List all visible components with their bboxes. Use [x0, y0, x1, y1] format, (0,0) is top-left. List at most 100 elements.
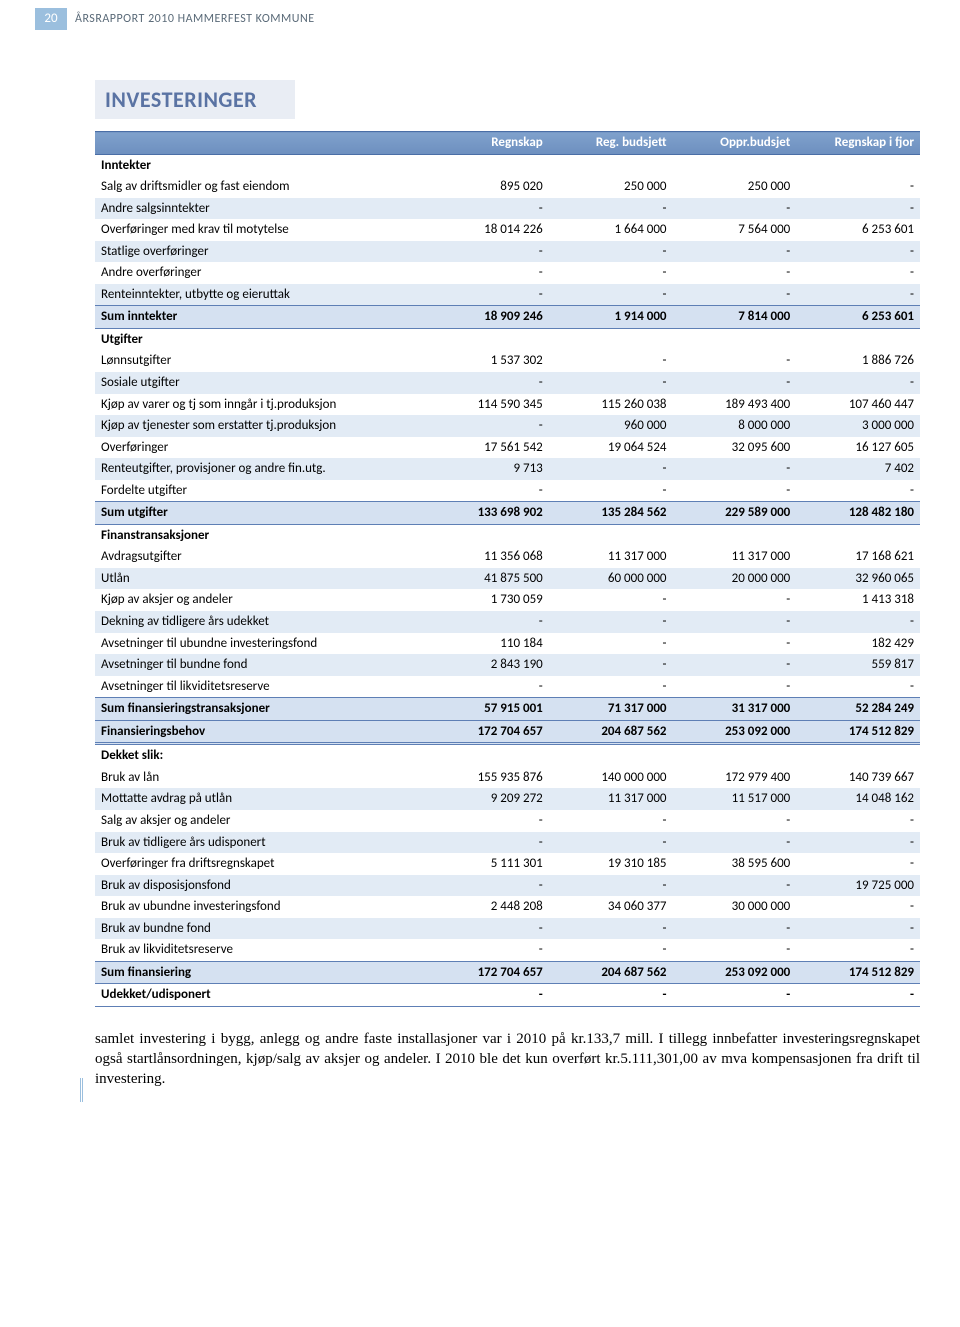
- row-value: -: [673, 480, 797, 502]
- row-value: 140 000 000: [549, 767, 673, 789]
- row-value: 172 704 657: [425, 720, 549, 744]
- row-value: 155 935 876: [425, 767, 549, 789]
- row-value: 1 664 000: [549, 219, 673, 241]
- row-label: Sosiale utgifter: [95, 372, 425, 394]
- row-value: 114 590 345: [425, 394, 549, 416]
- row-value: -: [425, 284, 549, 306]
- row-value: -: [796, 853, 920, 875]
- row-label: Finansieringsbehov: [95, 720, 425, 744]
- row-value: 559 817: [796, 654, 920, 676]
- row-value: 1 886 726: [796, 350, 920, 372]
- row-value: -: [673, 939, 797, 961]
- group-header-row: Dekket slik:: [95, 744, 920, 767]
- row-value: 9 209 272: [425, 788, 549, 810]
- row-label: Avsetninger til likviditetsreserve: [95, 676, 425, 698]
- row-value: 135 284 562: [549, 502, 673, 525]
- table-row: Overføringer fra driftsregnskapet5 111 3…: [95, 853, 920, 875]
- table-row: Kjøp av tjenester som erstatter tj.produ…: [95, 415, 920, 437]
- row-value: -: [425, 415, 549, 437]
- table-row: Bruk av bundne fond----: [95, 918, 920, 940]
- row-value: 250 000: [549, 176, 673, 198]
- row-value: -: [673, 832, 797, 854]
- row-value: 1 537 302: [425, 350, 549, 372]
- empty-cell: [673, 524, 797, 546]
- row-label: Bruk av disposisjonsfond: [95, 875, 425, 897]
- row-label: Utlån: [95, 568, 425, 590]
- table-row: Avsetninger til ubundne investeringsfond…: [95, 633, 920, 655]
- row-label: Avdragsutgifter: [95, 546, 425, 568]
- row-value: -: [425, 372, 549, 394]
- row-value: -: [425, 939, 549, 961]
- th-blank: [95, 132, 425, 155]
- row-label: Sum utgifter: [95, 502, 425, 525]
- row-value: -: [425, 241, 549, 263]
- th-reg-budsjett: Reg. budsjett: [549, 132, 673, 155]
- row-value: -: [549, 458, 673, 480]
- row-label: Overføringer med krav til motytelse: [95, 219, 425, 241]
- row-value: 11 317 000: [549, 788, 673, 810]
- row-label: Udekket/udisponert: [95, 984, 425, 1007]
- table-row: Sum inntekter18 909 2461 914 0007 814 00…: [95, 306, 920, 329]
- row-value: 71 317 000: [549, 698, 673, 721]
- row-value: 17 168 621: [796, 546, 920, 568]
- row-value: 110 184: [425, 633, 549, 655]
- row-value: 18 014 226: [425, 219, 549, 241]
- row-value: -: [673, 611, 797, 633]
- table-row: Bruk av disposisjonsfond---19 725 000: [95, 875, 920, 897]
- row-value: 253 092 000: [673, 720, 797, 744]
- table-row: Salg av driftsmidler og fast eiendom895 …: [95, 176, 920, 198]
- body-paragraph: samlet investering i bygg, anlegg og and…: [95, 1029, 920, 1090]
- row-value: 9 713: [425, 458, 549, 480]
- group-label: Inntekter: [95, 154, 425, 176]
- row-value: 250 000: [673, 176, 797, 198]
- row-value: 960 000: [549, 415, 673, 437]
- table-row: Finansieringsbehov172 704 657204 687 562…: [95, 720, 920, 744]
- table-row: Mottatte avdrag på utlån9 209 27211 317 …: [95, 788, 920, 810]
- row-value: 2 448 208: [425, 896, 549, 918]
- row-value: -: [796, 939, 920, 961]
- row-label: Sum inntekter: [95, 306, 425, 329]
- row-value: 18 909 246: [425, 306, 549, 329]
- row-value: 7 402: [796, 458, 920, 480]
- empty-cell: [549, 154, 673, 176]
- row-value: -: [425, 676, 549, 698]
- empty-cell: [549, 328, 673, 350]
- row-label: Avsetninger til ubundne investeringsfond: [95, 633, 425, 655]
- empty-cell: [425, 744, 549, 767]
- row-value: -: [673, 589, 797, 611]
- row-value: -: [796, 284, 920, 306]
- row-value: -: [673, 676, 797, 698]
- table-row: Andre salgsinntekter----: [95, 198, 920, 220]
- row-value: -: [673, 984, 797, 1007]
- row-value: -: [796, 262, 920, 284]
- row-value: 34 060 377: [549, 896, 673, 918]
- row-label: Renteutgifter, provisjoner og andre fin.…: [95, 458, 425, 480]
- row-value: 204 687 562: [549, 961, 673, 984]
- table-row: Renteinntekter, utbytte og eieruttak----: [95, 284, 920, 306]
- row-value: 204 687 562: [549, 720, 673, 744]
- row-value: -: [549, 654, 673, 676]
- row-value: -: [673, 372, 797, 394]
- row-value: 19 725 000: [796, 875, 920, 897]
- row-value: -: [549, 589, 673, 611]
- table-header-row: Regnskap Reg. budsjett Oppr.budsjet Regn…: [95, 132, 920, 155]
- row-value: 14 048 162: [796, 788, 920, 810]
- group-header-row: Utgifter: [95, 328, 920, 350]
- row-label: Andre salgsinntekter: [95, 198, 425, 220]
- empty-cell: [425, 524, 549, 546]
- row-value: -: [673, 458, 797, 480]
- row-value: 5 111 301: [425, 853, 549, 875]
- row-value: 38 595 600: [673, 853, 797, 875]
- row-value: -: [796, 372, 920, 394]
- row-value: -: [796, 984, 920, 1007]
- row-value: -: [796, 176, 920, 198]
- margin-marker: [80, 1078, 83, 1102]
- empty-cell: [673, 744, 797, 767]
- row-value: 229 589 000: [673, 502, 797, 525]
- table-row: Andre overføringer----: [95, 262, 920, 284]
- empty-cell: [796, 524, 920, 546]
- content: INVESTERINGER Regnskap Reg. budsjett Opp…: [0, 30, 960, 1120]
- table-row: Salg av aksjer og andeler----: [95, 810, 920, 832]
- row-value: 895 020: [425, 176, 549, 198]
- row-value: -: [796, 918, 920, 940]
